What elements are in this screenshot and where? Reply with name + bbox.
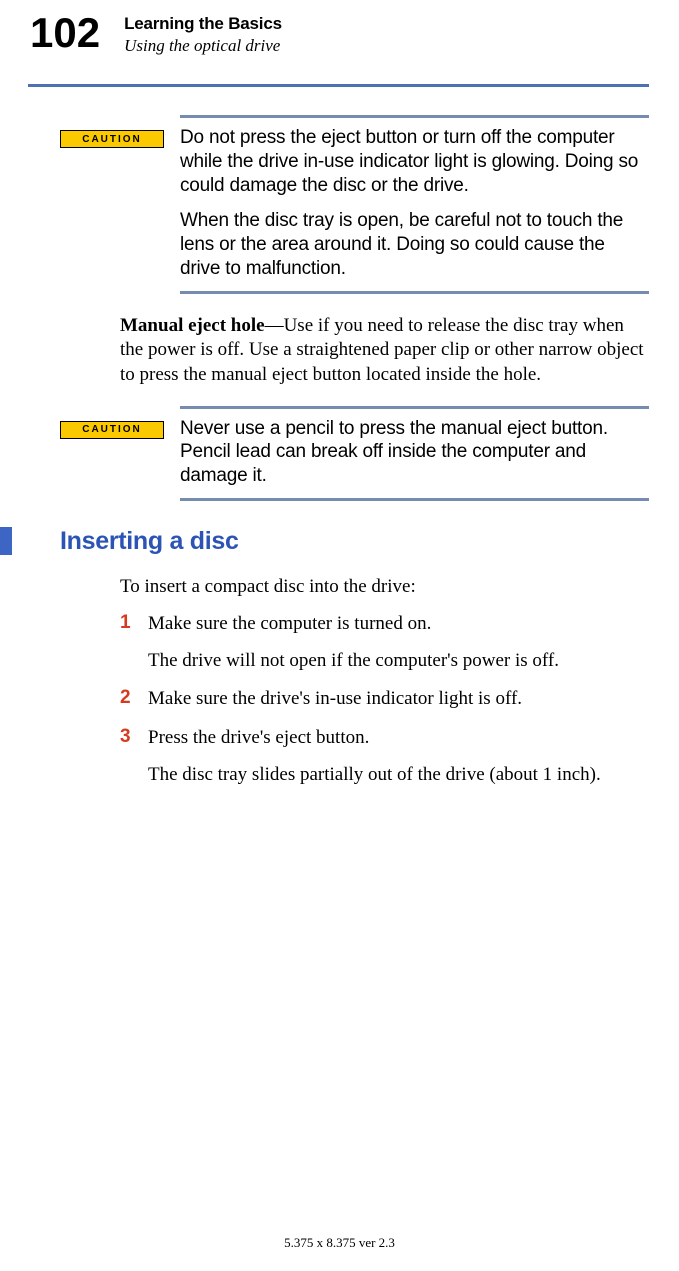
- step-text-2: Make sure the drive's in-use indicator l…: [148, 687, 522, 712]
- page-footer: 5.375 x 8.375 ver 2.3: [0, 1235, 679, 1251]
- caution-text: Do not press the eject button or turn of…: [180, 126, 649, 281]
- manual-eject-paragraph: Manual eject hole—Use if you need to rel…: [120, 314, 649, 388]
- section-heading-row: Inserting a disc: [0, 527, 649, 556]
- step-number-3: 3: [120, 726, 148, 748]
- step-number-2: 2: [120, 687, 148, 709]
- step-number-1: 1: [120, 612, 148, 634]
- caution-text-2: Never use a pencil to press the manual e…: [180, 417, 649, 488]
- manual-eject-bold: Manual eject hole: [120, 315, 265, 336]
- step-sub-3: The disc tray slides partially out of th…: [148, 763, 649, 788]
- caution-block-2: CAUTION Never use a pencil to press the …: [60, 406, 649, 501]
- caution-para-2: When the disc tray is open, be careful n…: [180, 209, 649, 280]
- header-titles: Learning the Basics Using the optical dr…: [124, 12, 282, 56]
- header-rule: [28, 84, 649, 87]
- caution-block-1: CAUTION Do not press the eject button or…: [60, 115, 649, 294]
- step-sub-1: The drive will not open if the computer'…: [148, 649, 649, 674]
- caution-para-1: Do not press the eject button or turn of…: [180, 126, 649, 197]
- chapter-title: Learning the Basics: [124, 14, 282, 34]
- caution-badge-icon-2: CAUTION: [60, 421, 164, 439]
- step-text-3: Press the drive's eject button.: [148, 726, 369, 751]
- section-tab-icon: [0, 527, 12, 555]
- caution-rule-bottom-2: [180, 498, 649, 501]
- caution-content-2: CAUTION Never use a pencil to press the …: [60, 409, 649, 498]
- caution-badge-icon: CAUTION: [60, 130, 164, 148]
- section-heading: Inserting a disc: [60, 527, 239, 556]
- caution-rule-bottom: [180, 291, 649, 294]
- caution2-para-1: Never use a pencil to press the manual e…: [180, 417, 649, 488]
- step-3: 3 Press the drive's eject button.: [120, 726, 649, 751]
- step-2: 2 Make sure the drive's in-use indicator…: [120, 687, 649, 712]
- section-intro: To insert a compact disc into the drive:: [120, 576, 649, 598]
- page-number: 102: [30, 12, 100, 54]
- step-1: 1 Make sure the computer is turned on.: [120, 612, 649, 637]
- section-subtitle: Using the optical drive: [124, 36, 282, 56]
- step-text-1: Make sure the computer is turned on.: [148, 612, 431, 637]
- page-header: 102 Learning the Basics Using the optica…: [0, 0, 679, 56]
- caution-content: CAUTION Do not press the eject button or…: [60, 118, 649, 291]
